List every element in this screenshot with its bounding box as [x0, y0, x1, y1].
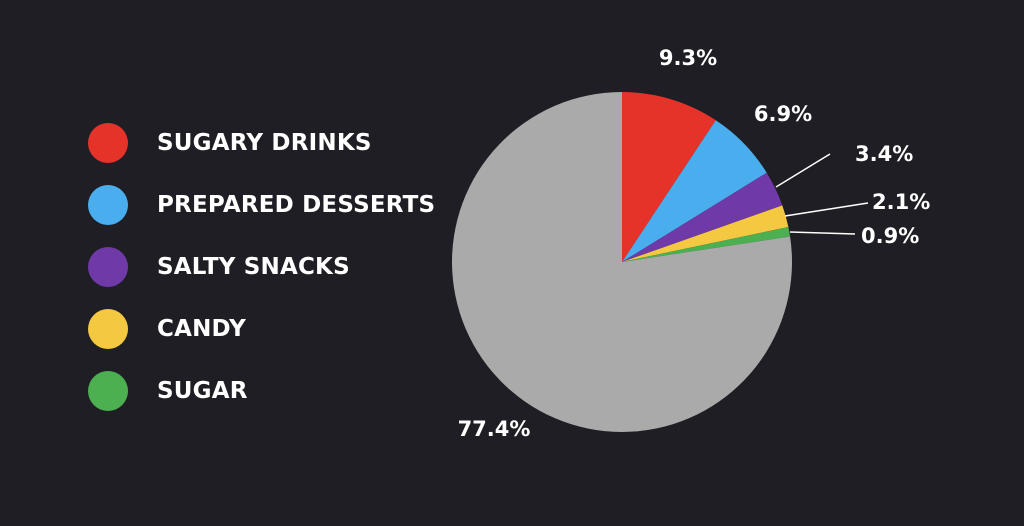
- legend-item-prepared-desserts: PREPARED DESSERTS: [88, 184, 435, 225]
- leader-line-4: [789, 231, 856, 235]
- leader-line-3: [784, 202, 869, 217]
- legend-swatch-salty-snacks: [88, 246, 128, 287]
- legend-label-sugar: SUGAR: [157, 377, 248, 404]
- legend-item-sugary-drinks: SUGARY DRINKS: [88, 122, 435, 163]
- legend-item-sugar: SUGAR: [88, 370, 435, 411]
- chart-legend: SUGARY DRINKS PREPARED DESSERTS SALTY SN…: [88, 122, 435, 432]
- legend-swatch-prepared-desserts: [88, 184, 128, 225]
- pie-slice-prepared-desserts: [622, 120, 767, 263]
- pie-slice-sugary-drinks: [622, 92, 716, 262]
- legend-label-prepared-desserts: PREPARED DESSERTS: [157, 191, 436, 218]
- legend-label-candy: CANDY: [157, 315, 247, 342]
- pie-slice-candy: [622, 205, 789, 262]
- slice-value-label-2: 3.4%: [855, 142, 913, 166]
- slice-value-label-0: 9.3%: [659, 46, 717, 70]
- legend-swatch-sugary-drinks: [88, 122, 128, 163]
- pie-slice-other: [451, 92, 792, 433]
- legend-swatch-candy: [88, 308, 128, 349]
- legend-item-salty-snacks: SALTY SNACKS: [88, 246, 435, 287]
- slice-value-label-1: 6.9%: [754, 102, 812, 126]
- pie-slice-sugar: [622, 227, 791, 262]
- leader-line-2: [775, 153, 831, 188]
- slice-value-label-5: 77.4%: [458, 417, 531, 441]
- slice-value-label-3: 2.1%: [872, 190, 930, 214]
- legend-item-candy: CANDY: [88, 308, 435, 349]
- legend-label-salty-snacks: SALTY SNACKS: [157, 253, 350, 280]
- pie-slice-salty-snacks: [622, 172, 783, 262]
- slice-value-label-4: 0.9%: [861, 224, 919, 248]
- legend-label-sugary-drinks: SUGARY DRINKS: [157, 129, 372, 156]
- legend-swatch-sugar: [88, 370, 128, 411]
